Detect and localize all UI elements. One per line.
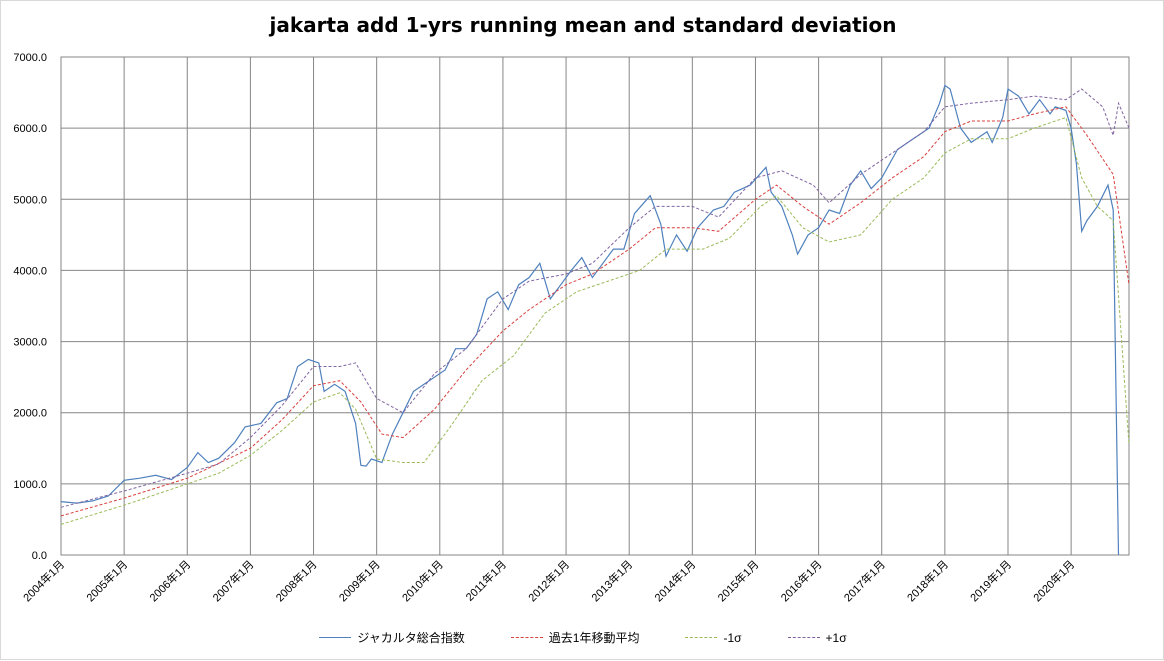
series-line xyxy=(60,88,1130,508)
x-tick-label: 2018年1月 xyxy=(904,557,951,604)
legend: ジャカルタ総合指数 過去1年移動平均 -1σ +1σ xyxy=(1,629,1164,646)
legend-item-plus-sigma: +1σ xyxy=(787,629,847,646)
legend-label-mean: 過去1年移動平均 xyxy=(548,631,640,645)
x-tick-label: 2006年1月 xyxy=(146,557,193,604)
x-tick-label: 2012年1月 xyxy=(525,557,572,604)
series-line xyxy=(60,106,1130,517)
x-tick-label: 2019年1月 xyxy=(967,557,1014,604)
x-tick-label: 2013年1月 xyxy=(588,557,635,604)
x-tick-label: 2005年1月 xyxy=(83,557,130,604)
legend-swatch-index xyxy=(319,637,352,638)
x-tick-label: 2017年1月 xyxy=(841,557,888,604)
series-line xyxy=(60,116,1130,525)
legend-label-index: ジャカルタ総合指数 xyxy=(357,631,465,645)
legend-swatch-mean xyxy=(510,637,543,638)
x-tick-label: 2015年1月 xyxy=(714,557,761,604)
x-tick-label: 2014年1月 xyxy=(651,557,698,604)
x-tick-label: 2011年1月 xyxy=(463,557,510,604)
x-tick-label: 2004年1月 xyxy=(20,557,67,604)
y-tick-label: 0.0 xyxy=(32,550,47,562)
x-tick-label: 2016年1月 xyxy=(778,557,825,604)
y-tick-label: 2000.0 xyxy=(13,408,47,420)
x-tick-label: 2007年1月 xyxy=(209,557,256,604)
y-tick-label: 5000.0 xyxy=(13,194,47,206)
chart-title: jakarta add 1-yrs running mean and stand… xyxy=(269,13,897,37)
legend-label-minus-sigma: -1σ xyxy=(723,630,742,645)
x-tick-label: 2010年1月 xyxy=(399,557,446,604)
x-tick-label: 2009年1月 xyxy=(336,557,383,604)
y-tick-label: 4000.0 xyxy=(13,265,47,277)
legend-item-index: ジャカルタ総合指数 xyxy=(319,629,465,646)
y-tick-label: 3000.0 xyxy=(13,337,47,349)
legend-item-mean: 過去1年移動平均 xyxy=(510,629,640,646)
y-tick-label: 6000.0 xyxy=(13,123,47,135)
y-tick-label: 7000.0 xyxy=(13,52,47,64)
plot-frame xyxy=(60,56,1130,556)
x-tick-label: 2008年1月 xyxy=(273,557,320,604)
x-tick-label: 2020年1月 xyxy=(1030,557,1077,604)
legend-label-plus-sigma: +1σ xyxy=(825,630,847,645)
y-tick-label: 1000.0 xyxy=(13,479,47,491)
series-line xyxy=(60,84,1120,556)
legend-item-minus-sigma: -1σ xyxy=(685,629,742,646)
legend-swatch-plus-sigma xyxy=(787,637,820,638)
legend-swatch-minus-sigma xyxy=(685,637,718,638)
